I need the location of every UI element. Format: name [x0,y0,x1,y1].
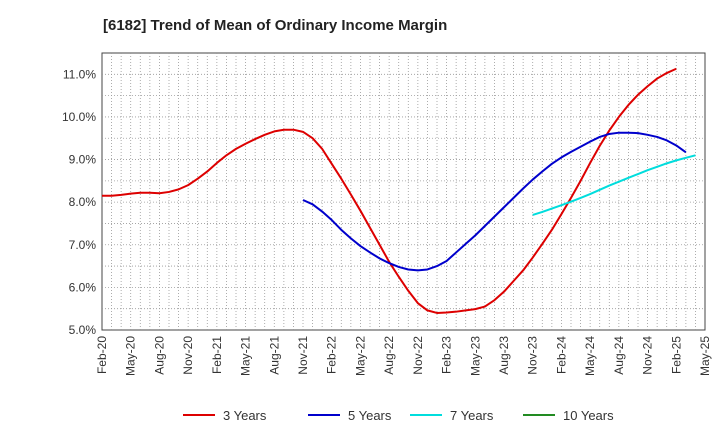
x-tick-label: Aug-22 [382,336,396,375]
series-line [302,131,687,272]
x-tick-label: May-23 [468,336,482,376]
x-tick-label: Feb-23 [440,336,454,374]
x-tick-label: Feb-22 [325,336,339,374]
x-tick-label: Aug-21 [267,336,281,375]
x-tick-label: Aug-23 [497,336,511,375]
x-tick-label: Nov-21 [296,336,310,375]
plot-area [101,52,706,331]
x-tick-label: May-24 [583,336,597,376]
x-tick-label: Feb-25 [669,336,683,374]
y-tick-label: 11.0% [63,67,96,81]
legend-label: 7 Years [450,408,494,423]
legend-label: 10 Years [563,408,614,423]
legend-label: 5 Years [348,408,392,423]
x-tick-label: Nov-20 [181,336,195,375]
x-tick-label: May-21 [239,336,253,376]
y-tick-label: 10.0% [62,110,96,124]
x-tick-label: Feb-24 [554,336,568,374]
x-tick-label: Nov-23 [526,336,540,375]
x-tick-label: May-20 [124,336,138,376]
y-tick-label: 5.0% [69,323,97,337]
series-line [102,67,677,314]
x-axis-ticks: Feb-20 May-20 Aug-20 Nov-20 Feb-21 May-21 Aug-… [95,336,712,376]
legend: 3 Years 5 Years 7 Years 10 Years [183,408,614,423]
series-line [532,154,696,216]
y-tick-label: 8.0% [69,195,97,209]
legend-label: 3 Years [223,408,267,423]
y-axis-ticks: 5.0% 6.0% 7.0% 8.0% 9.0% 10.0% 11.0% [62,67,96,337]
chart-title: [6182] Trend of Mean of Ordinary Income … [103,17,447,34]
x-tick-label: Nov-24 [641,336,655,375]
grid [102,53,705,330]
y-tick-label: 9.0% [69,153,97,167]
x-tick-label: Nov-22 [411,336,425,375]
x-tick-label: Feb-20 [95,336,109,374]
x-tick-label: Aug-24 [612,336,626,375]
series-lines [102,67,696,314]
x-tick-label: May-22 [353,336,367,376]
x-tick-label: Feb-21 [210,336,224,374]
x-tick-label: Aug-20 [152,336,166,375]
y-tick-label: 7.0% [69,238,97,252]
x-tick-label: May-25 [698,336,712,376]
y-tick-label: 6.0% [69,280,97,294]
